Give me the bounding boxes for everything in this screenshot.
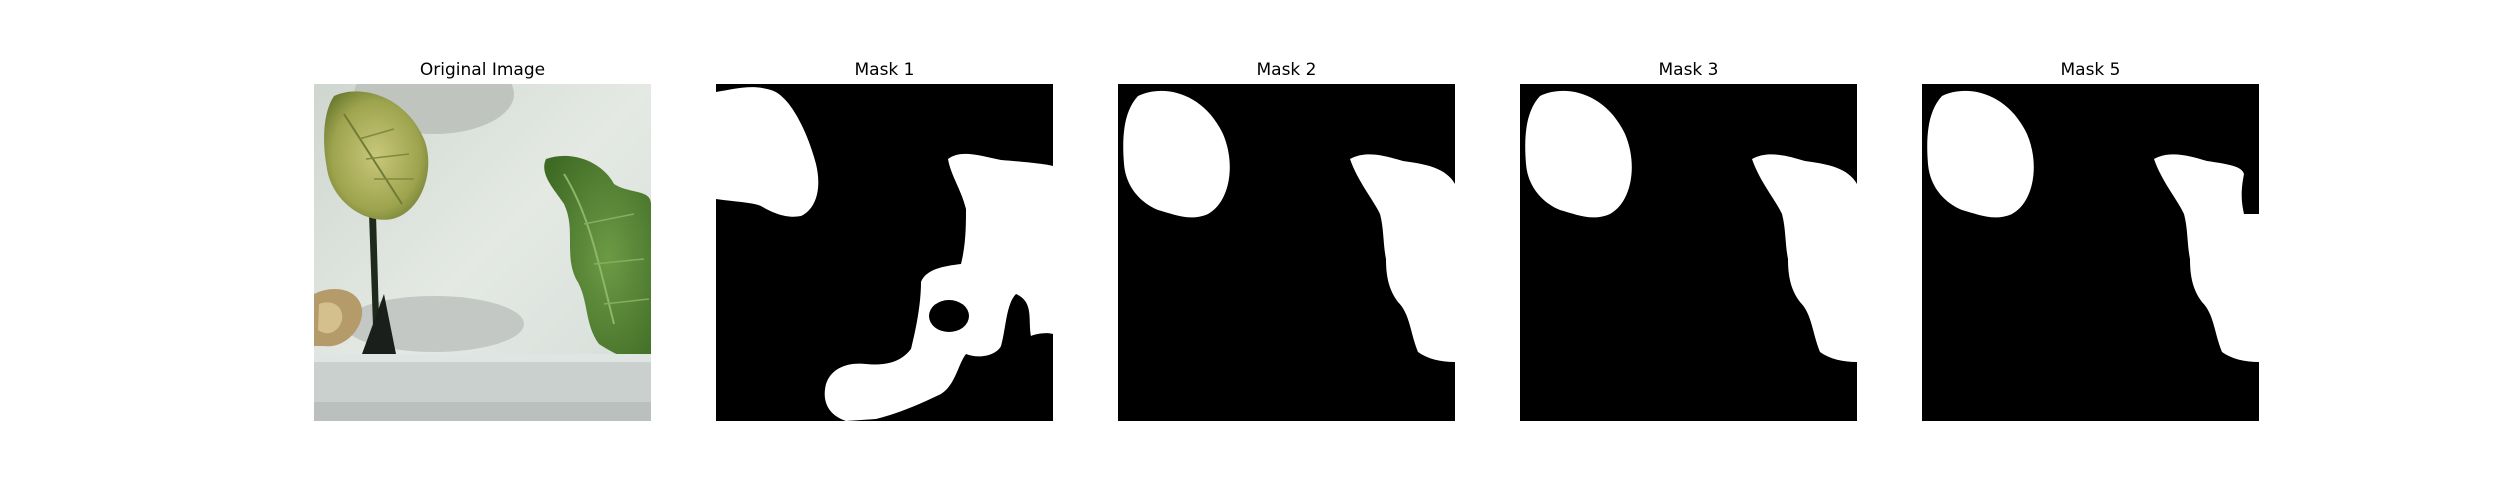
mask-5-image xyxy=(1922,84,2259,421)
original-image-graphic xyxy=(314,84,651,421)
mask-3-image xyxy=(1520,84,1857,421)
panel-title-mask-5: Mask 5 xyxy=(2060,60,2121,80)
mask-5-graphic xyxy=(1922,84,2259,421)
panel-title-mask-2: Mask 2 xyxy=(1256,60,1317,80)
mask-2-image xyxy=(1118,84,1455,421)
panel-title-mask-3: Mask 3 xyxy=(1658,60,1719,80)
panel-title-mask-1: Mask 1 xyxy=(854,60,915,80)
mask-3-graphic xyxy=(1520,84,1857,421)
panel-title-original: Original Image xyxy=(419,60,546,80)
mask-2-graphic xyxy=(1118,84,1455,421)
mask-1-image xyxy=(716,84,1053,421)
mask-1-graphic xyxy=(716,84,1053,421)
original-image xyxy=(314,84,651,421)
